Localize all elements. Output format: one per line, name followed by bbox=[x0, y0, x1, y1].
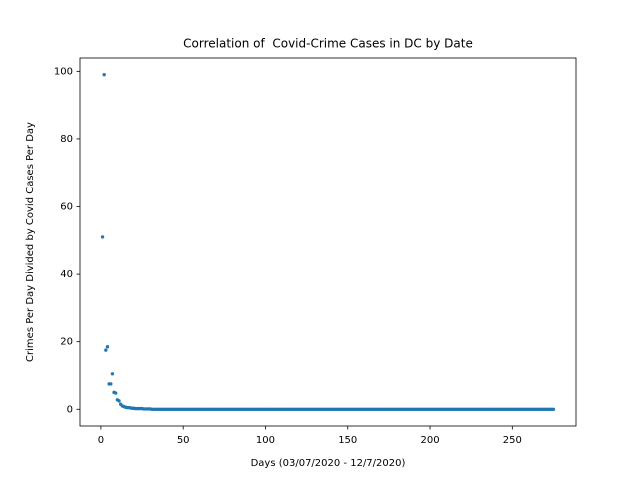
x-tick-label: 200 bbox=[420, 435, 439, 446]
y-tick-label: 0 bbox=[67, 404, 73, 415]
x-tick-label: 0 bbox=[98, 435, 104, 446]
y-tick-label: 40 bbox=[60, 269, 73, 280]
x-tick-label: 250 bbox=[503, 435, 522, 446]
y-tick-label: 80 bbox=[60, 134, 73, 145]
x-tick-label: 100 bbox=[256, 435, 275, 446]
point bbox=[100, 235, 105, 239]
plot-frame bbox=[79, 57, 577, 427]
point bbox=[110, 372, 115, 376]
point bbox=[109, 382, 113, 386]
point bbox=[105, 345, 110, 349]
y-tick-label: 60 bbox=[60, 202, 73, 213]
point bbox=[102, 73, 106, 77]
x-tick-label: 50 bbox=[177, 435, 190, 446]
y-axis-label: Crimes Per Day Divided by Covid Cases Pe… bbox=[25, 122, 36, 362]
point bbox=[551, 407, 556, 411]
x-tick-label: 150 bbox=[338, 435, 357, 446]
x-axis-label: Days (03/07/2020 - 12/7/2020) bbox=[251, 458, 406, 469]
point bbox=[117, 399, 121, 403]
point bbox=[114, 391, 118, 395]
point bbox=[104, 348, 108, 352]
y-tick-label: 20 bbox=[60, 337, 73, 348]
y-tick-label: 100 bbox=[54, 66, 73, 77]
chart-title: Correlation of Covid-Crime Cases in DC b… bbox=[183, 37, 473, 51]
